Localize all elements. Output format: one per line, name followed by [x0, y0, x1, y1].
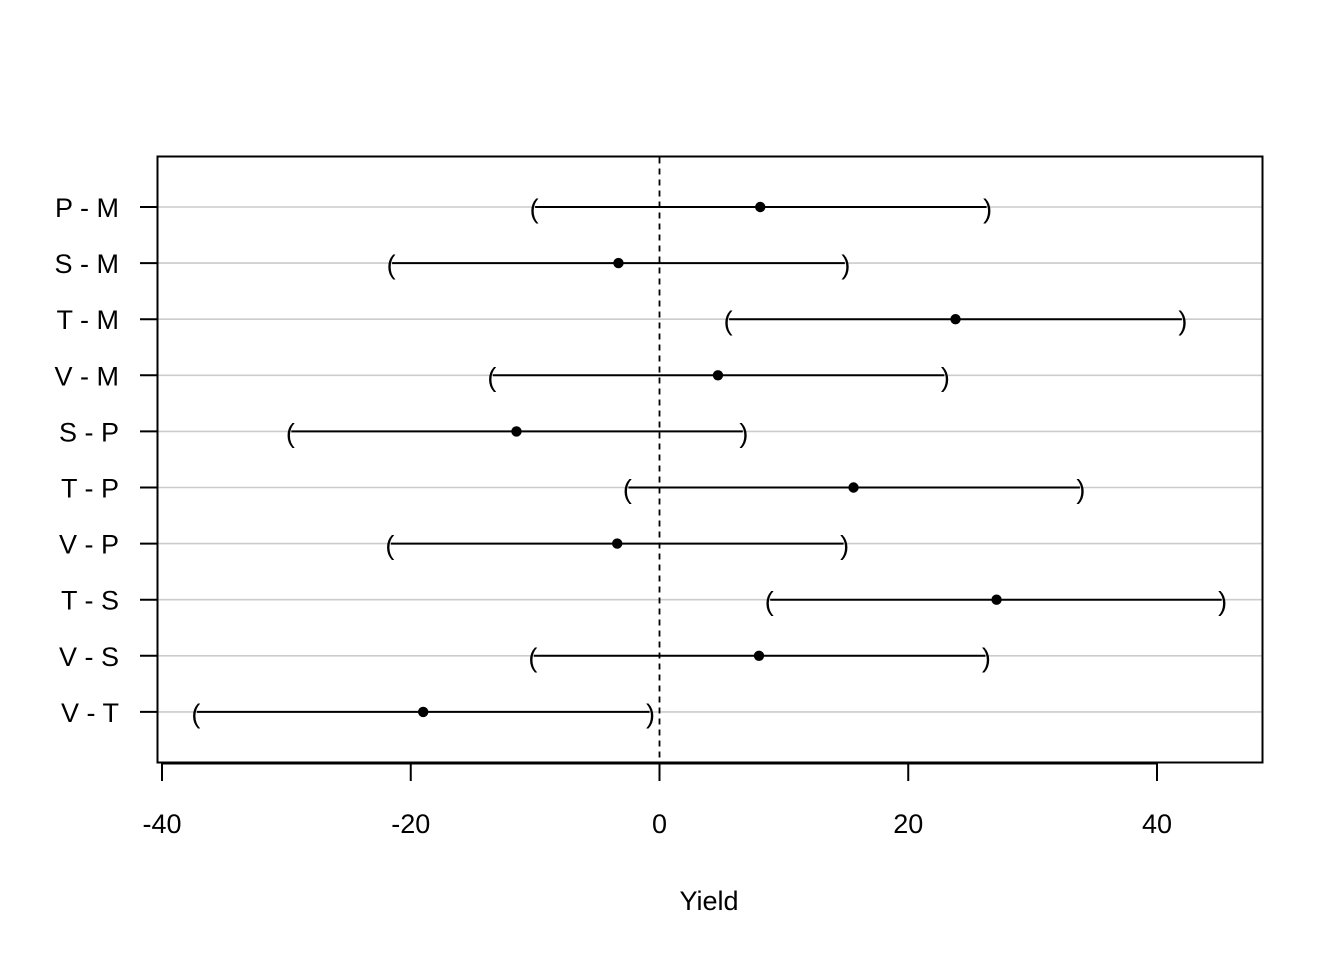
- x-tick-label: 20: [893, 809, 923, 839]
- interval-upper-bracket: ): [983, 194, 992, 224]
- y-tick-label: S - M: [55, 249, 120, 279]
- axis-layer: P - M S - M T - M V - M S - P T - P V - P T - S…: [55, 193, 1173, 839]
- y-tick-label: T - S: [61, 586, 119, 616]
- estimate-point: [712, 370, 724, 381]
- y-tick-label: S - P: [59, 417, 119, 447]
- y-tick-label: P - M: [55, 193, 119, 223]
- interval-lower-bracket: (: [487, 362, 496, 392]
- interval-upper-bracket: ): [1178, 306, 1187, 336]
- interval-upper-bracket: ): [646, 699, 655, 729]
- estimate-point: [991, 594, 1002, 605]
- x-tick-label: -40: [142, 809, 181, 839]
- x-tick-label: 40: [1142, 809, 1172, 839]
- y-tick-label: V - T: [61, 698, 119, 728]
- estimate-point: [612, 538, 623, 549]
- interval-upper-bracket: ): [841, 250, 850, 280]
- x-axis-title: Yield: [679, 886, 738, 916]
- interval-upper-bracket: ): [941, 362, 950, 392]
- interval-upper-bracket: ): [840, 531, 849, 561]
- interval-lower-bracket: (: [387, 250, 396, 280]
- estimate-point: [755, 201, 766, 213]
- y-tick-label: V - M: [55, 361, 120, 391]
- estimate-point: [848, 482, 859, 493]
- x-tick-label: -20: [391, 809, 430, 839]
- estimate-point: [511, 426, 522, 437]
- interval-lower-bracket: (: [385, 531, 394, 561]
- grid-layer: [158, 206, 1262, 713]
- estimate-point: [417, 706, 429, 718]
- estimate-point: [950, 314, 961, 325]
- interval-upper-bracket: ): [982, 643, 991, 673]
- interval-upper-bracket: ): [1076, 475, 1085, 505]
- plot-frame: [156, 155, 1264, 764]
- interval-lower-bracket: (: [286, 418, 295, 448]
- y-tick-label: T - M: [57, 305, 120, 335]
- estimate-point: [613, 257, 624, 269]
- interval-lower-bracket: (: [724, 306, 733, 336]
- interval-lower-bracket: (: [530, 194, 539, 224]
- x-tick-label: 0: [652, 809, 667, 839]
- interval-upper-bracket: ): [739, 418, 748, 448]
- y-tick-label: V - S: [59, 642, 119, 672]
- interval-lower-bracket: (: [528, 643, 537, 673]
- interval-lower-bracket: (: [191, 699, 200, 729]
- estimate-point: [753, 650, 765, 661]
- interval-layer: () () () () () () () () () (): [191, 194, 1227, 729]
- y-tick-label: V - P: [59, 530, 119, 560]
- interval-lower-bracket: (: [765, 587, 774, 617]
- y-tick-label: T - P: [61, 474, 119, 504]
- interval-lower-bracket: (: [623, 475, 632, 505]
- interval-upper-bracket: ): [1218, 587, 1227, 617]
